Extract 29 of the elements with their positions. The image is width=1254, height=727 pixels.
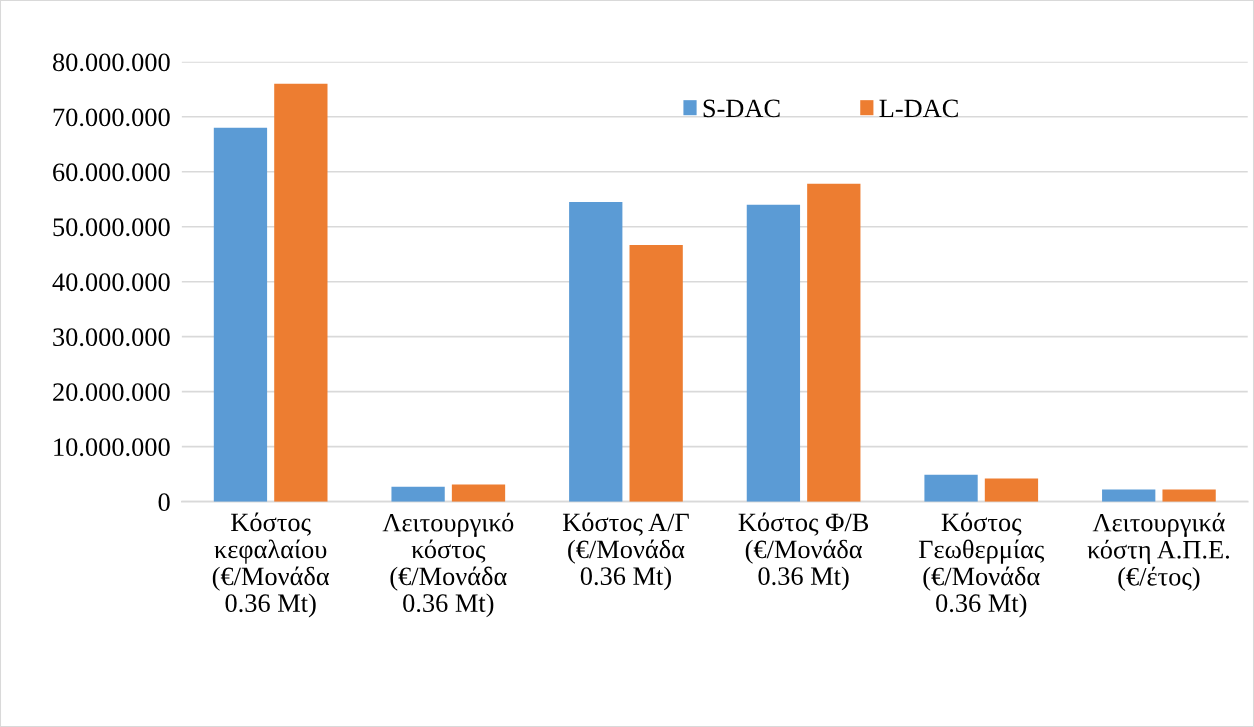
x-tick-label: Κόστος κεφαλαίου (€/Μονάδα 0.36 Mt) (212, 512, 330, 618)
y-tick-label: 80.000.000 (52, 53, 170, 72)
bar (984, 478, 1039, 502)
y-tick-label: 60.000.000 (53, 163, 170, 182)
bar (391, 486, 445, 502)
bar (1102, 489, 1156, 502)
bar (629, 244, 683, 502)
legend-label: S-DAC (703, 99, 780, 118)
x-tick-label: Κόστος Γεωθερμίας (€/Μονάδα 0.36 Mt) (918, 512, 1045, 618)
y-tick-label: 10.000.000 (54, 438, 170, 457)
legend-label: L-DAC (879, 99, 958, 118)
x-tick-label: Κόστος Α/Γ (€/Μονάδα 0.36 Mt) (562, 512, 689, 591)
bar (274, 83, 328, 502)
bar (924, 474, 978, 502)
y-tick-label: 50.000.000 (53, 218, 170, 237)
y-tick-label: 30.000.000 (53, 328, 170, 347)
bar (746, 204, 801, 502)
y-tick-label: 40.000.000 (52, 273, 170, 292)
y-tick-label: 70.000.000 (53, 108, 170, 127)
bar (569, 201, 623, 502)
x-tick-label: Κόστος Φ/Β (€/Μονάδα 0.36 Mt) (738, 512, 869, 591)
bar (807, 183, 861, 502)
x-tick-label: Λειτουργικό κόστος (€/Μονάδα 0.36 Mt) (382, 512, 514, 618)
bar (1162, 489, 1216, 502)
y-tick-label: 0 (158, 493, 170, 512)
bar (213, 127, 268, 502)
x-tick-label: Λειτουργικά κόστη Α.Π.Ε. (€/έτος) (1087, 512, 1230, 592)
bar (451, 484, 506, 502)
y-tick-label: 20.000.000 (53, 383, 170, 402)
